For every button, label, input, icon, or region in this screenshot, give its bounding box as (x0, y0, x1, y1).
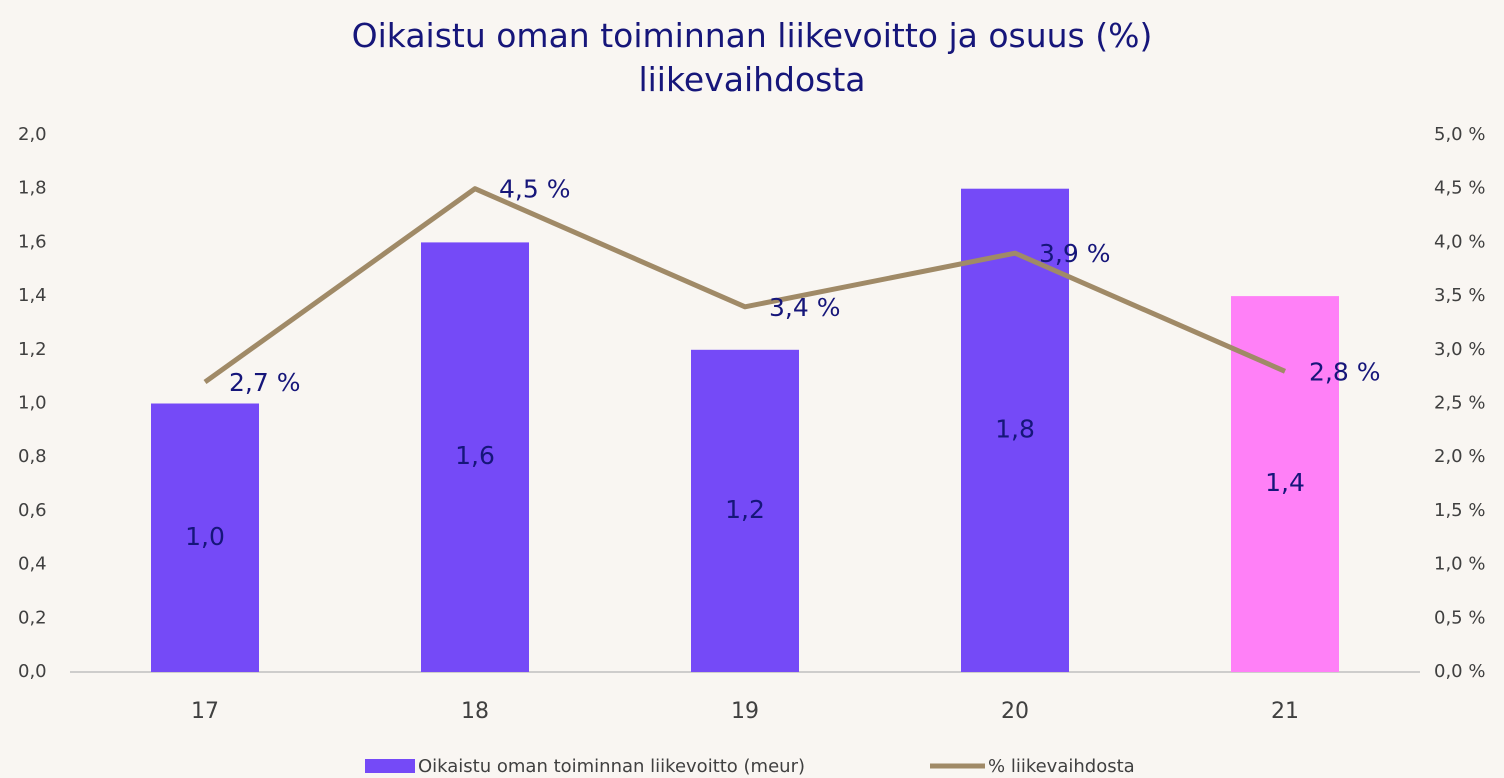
bar-value-label: 1,8 (995, 414, 1035, 443)
line-value-label: 4,5 % (499, 175, 570, 204)
y-tick-label: 0,0 (18, 661, 47, 682)
bar (151, 403, 259, 672)
y-tick-label: 1,2 (18, 339, 47, 360)
line-value-label: 2,7 % (229, 368, 300, 397)
bar-value-label: 1,2 (725, 495, 765, 524)
bar-value-label: 1,0 (185, 522, 225, 551)
x-tick-label: 17 (191, 699, 219, 724)
x-tick-label: 19 (731, 699, 759, 724)
y2-tick-label: 2,0 % (1434, 446, 1485, 467)
y2-tick-label: 3,5 % (1434, 285, 1485, 306)
y2-tick-label: 2,5 % (1434, 393, 1485, 414)
y-tick-label: 0,4 (18, 554, 47, 575)
y2-tick-label: 5,0 % (1434, 124, 1485, 145)
y2-tick-label: 4,0 % (1434, 231, 1485, 252)
bar-value-label: 1,4 (1265, 468, 1305, 497)
bar (421, 242, 529, 672)
y-tick-label: 1,6 (18, 231, 47, 252)
y2-tick-label: 1,0 % (1434, 554, 1485, 575)
x-tick-label: 21 (1271, 699, 1299, 724)
y-tick-label: 0,2 (18, 607, 47, 628)
y-tick-label: 2,0 (18, 124, 47, 145)
y-tick-label: 1,0 (18, 393, 47, 414)
bar-value-label: 1,6 (455, 441, 495, 470)
x-tick-label: 20 (1001, 699, 1029, 724)
x-tick-label: 18 (461, 699, 489, 724)
y2-tick-label: 0,5 % (1434, 607, 1485, 628)
bar (691, 349, 799, 672)
line-value-label: 3,4 % (769, 293, 840, 322)
chart-title: Oikaistu oman toiminnan liikevoitto ja o… (351, 16, 1153, 99)
legend-label: % liikevaihdosta (988, 756, 1135, 777)
legend-swatch (365, 759, 415, 773)
line-value-label: 3,9 % (1039, 239, 1110, 268)
y-tick-label: 1,4 (18, 285, 47, 306)
legend-label: Oikaistu oman toiminnan liikevoitto (meu… (418, 756, 805, 777)
y-tick-label: 0,8 (18, 446, 47, 467)
line (203, 186, 1287, 385)
y-tick-label: 0,6 (18, 500, 47, 521)
y2-tick-label: 3,0 % (1434, 339, 1485, 360)
y2-tick-label: 1,5 % (1434, 500, 1485, 521)
y-tick-label: 1,8 (18, 178, 47, 199)
line-value-label: 2,8 % (1309, 357, 1380, 386)
y2-tick-label: 0,0 % (1434, 661, 1485, 682)
y2-tick-label: 4,5 % (1434, 178, 1485, 199)
bar (1231, 296, 1339, 672)
